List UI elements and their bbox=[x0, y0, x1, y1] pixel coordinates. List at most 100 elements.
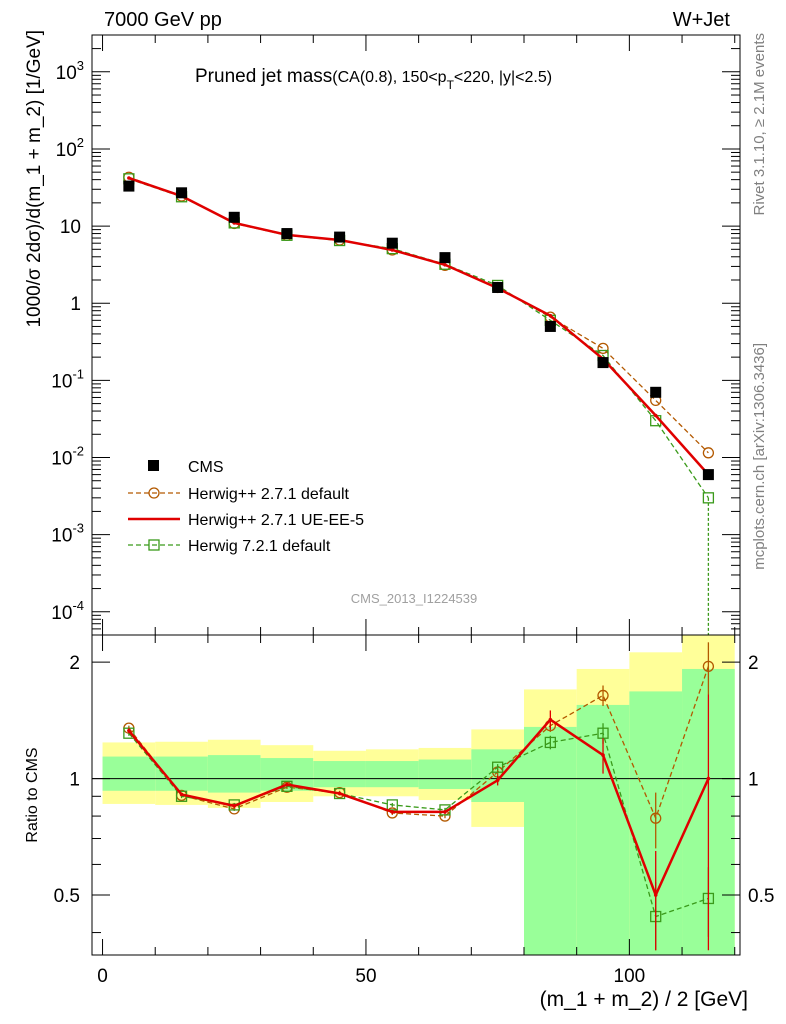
main-herwig-2-7-1-default-point-9 bbox=[597, 342, 609, 355]
ratio-herwig-7-2-1-default-point-7 bbox=[492, 761, 504, 773]
x-tick-label-0: 0 bbox=[97, 966, 108, 987]
main-ytick-label-5: 10 bbox=[60, 217, 81, 238]
main-cms-point-5 bbox=[386, 237, 398, 249]
main-title-sub-pre: (CA(0.8), 150<p bbox=[332, 69, 446, 86]
main-herwig-7-2-1-default-line bbox=[128, 178, 709, 499]
main-cms-point-7 bbox=[492, 281, 504, 293]
ratio-band-inner-0 bbox=[102, 756, 156, 791]
main-cms-point-3 bbox=[281, 228, 293, 240]
ratio-herwig-2-7-1-ue-ee-5-line bbox=[127, 718, 710, 899]
main-cms-point-2 bbox=[228, 211, 240, 223]
main-ytick-label-exp-0: -4 bbox=[72, 598, 84, 613]
ratio-herwig-2-7-1-ue-ee-5-point-4 bbox=[337, 791, 342, 796]
ratio-band-inner-2 bbox=[207, 755, 261, 793]
ratio-herwig-2-7-1-default-line bbox=[128, 666, 710, 820]
main-ytick-label-1: 10-3 bbox=[51, 521, 84, 547]
main-cms-point-10 bbox=[650, 386, 662, 398]
main-ytick-label-base-1: 10 bbox=[51, 526, 72, 547]
main-cms-point-6 bbox=[439, 252, 451, 264]
main-ytick-label-exp-1: -3 bbox=[72, 521, 84, 536]
ratio-herwig-2-7-1-default-point-10 bbox=[650, 812, 662, 824]
main-ytick-label-6: 102 bbox=[56, 135, 84, 161]
main-herwig-2-7-1-default-point-11 bbox=[702, 447, 715, 459]
ratio-herwig-2-7-1-ue-ee-5-point-11 bbox=[706, 776, 711, 781]
main-cms-point-11 bbox=[702, 469, 714, 481]
main-herwig-2-7-1-ue-ee-5-point-8 bbox=[548, 313, 553, 318]
legend-marker-herwig7-default bbox=[148, 539, 160, 551]
ratio-herwig-2-7-1-ue-ee-5-point-0 bbox=[127, 728, 131, 733]
main-y-axis-label: 1000/σ 2dσ)/d(m_1 + m_2) [1/GeV] bbox=[24, 30, 45, 328]
main-plot-marks bbox=[123, 171, 715, 635]
ratio-herwig-2-7-1-ue-ee-5-point-10 bbox=[653, 893, 658, 897]
ratio-herwig-2-7-1-ue-ee-5-point-1 bbox=[179, 792, 184, 797]
main-herwig-2-7-1-ue-ee-5-point-5 bbox=[390, 248, 395, 252]
main-cms-point-1 bbox=[176, 187, 188, 199]
main-herwig-2-7-1-ue-ee-5-line bbox=[128, 176, 710, 476]
x-axis-label: (m_1 + m_2) / 2 [GeV] bbox=[540, 988, 748, 1011]
ratio-band-inner-8 bbox=[524, 726, 577, 955]
main-ytick-label-base-2: 10 bbox=[51, 449, 72, 470]
analysis-id: CMS_2013_I1224539 bbox=[351, 591, 478, 606]
main-ytick-label-base-6: 10 bbox=[56, 140, 77, 161]
main-herwig-2-7-1-ue-ee-5-point-0 bbox=[127, 176, 131, 180]
ratio-herwig-2-7-1-ue-ee-5-point-7 bbox=[495, 778, 500, 783]
main-ytick-label-4: 1 bbox=[70, 294, 81, 315]
ratio-band-inner-4 bbox=[313, 761, 366, 788]
main-title-sub-sub: T bbox=[447, 78, 455, 92]
ratio-herwig-2-7-1-ue-ee-5-point-2 bbox=[232, 804, 237, 808]
ratio-herwig-7-2-1-default-point-8 bbox=[544, 736, 556, 749]
ratio-ytick-label-left-2: 2 bbox=[69, 653, 80, 674]
ratio-herwig-2-7-1-ue-ee-5-point-9 bbox=[601, 753, 605, 757]
ratio-herwig-2-7-1-default-point-9 bbox=[597, 689, 609, 702]
main-ytick-label-base-4: 1 bbox=[70, 294, 81, 315]
header-process: W+Jet bbox=[673, 9, 731, 31]
main-ytick-label-base-7: 10 bbox=[56, 63, 77, 84]
main-ytick-label-exp-6: 2 bbox=[77, 135, 84, 150]
main-title-main: Pruned jet mass bbox=[195, 66, 332, 87]
ratio-herwig-2-7-1-ue-ee-5-point-8 bbox=[548, 717, 553, 722]
legend: CMS Herwig++ 2.7.1 default Herwig++ 2.7.… bbox=[128, 459, 364, 555]
main-cms-point-4 bbox=[334, 231, 346, 243]
main-cms-point-0 bbox=[123, 180, 135, 192]
main-cms-point-9 bbox=[597, 357, 609, 369]
ratio-uncertainty-bands bbox=[102, 635, 735, 955]
legend-label-herwig7-default: Herwig 7.2.1 default bbox=[188, 538, 331, 555]
main-herwig-2-7-1-default-line bbox=[128, 176, 709, 454]
ratio-ytick-label-right-0: 0.5 bbox=[748, 886, 774, 907]
main-ytick-label-7: 103 bbox=[56, 58, 84, 84]
ratio-herwig-2-7-1-ue-ee-5-point-6 bbox=[443, 810, 447, 814]
ratio-herwig-7-2-1-default-line bbox=[128, 732, 709, 918]
main-ytick-label-base-0: 10 bbox=[51, 603, 72, 624]
x-tick-label-50: 50 bbox=[355, 966, 376, 987]
legend-label-herwigpp-default: Herwig++ 2.7.1 default bbox=[188, 486, 350, 503]
legend-label-cms: CMS bbox=[188, 459, 224, 476]
legend-marker-cms bbox=[148, 460, 159, 471]
ratio-plot-marks bbox=[123, 642, 715, 951]
legend-entry-herwigpp-ueee5: Herwig++ 2.7.1 UE-EE-5 bbox=[128, 512, 364, 529]
ratio-y-axis-label: Ratio to CMS bbox=[24, 747, 41, 842]
ratio-herwig-2-7-1-default-point-11 bbox=[702, 660, 715, 673]
legend-entry-herwigpp-default: Herwig++ 2.7.1 default bbox=[128, 486, 350, 503]
ratio-band-inner-5 bbox=[365, 761, 419, 788]
main-herwig-2-7-1-ue-ee-5-point-6 bbox=[443, 262, 447, 267]
ratio-band-inner-6 bbox=[418, 759, 472, 789]
x-tick-label-100: 100 bbox=[614, 966, 646, 987]
legend-label-herwigpp-ueee5: Herwig++ 2.7.1 UE-EE-5 bbox=[188, 512, 364, 529]
ratio-frame bbox=[91, 634, 741, 956]
ratio-ytick-label-right-2: 2 bbox=[748, 653, 759, 674]
main-ytick-label-exp-3: -1 bbox=[72, 366, 84, 381]
ratio-ytick-label-left-1: 1 bbox=[69, 770, 80, 791]
ratio-herwig-2-7-1-ue-ee-5-point-5 bbox=[390, 810, 395, 814]
main-ytick-label-exp-7: 3 bbox=[77, 58, 84, 73]
main-ytick-label-0: 10-4 bbox=[51, 598, 84, 624]
ratio-herwig-7-2-1-default-point-9 bbox=[597, 727, 609, 739]
rivet-label: Rivet 3.1.10, ≥ 2.1M events bbox=[751, 33, 768, 216]
header-energy: 7000 GeV pp bbox=[104, 9, 222, 31]
main-cms-point-8 bbox=[544, 320, 556, 332]
main-ytick-label-base-3: 10 bbox=[51, 371, 72, 392]
ratio-herwig-2-7-1-ue-ee-5-point-3 bbox=[285, 782, 289, 787]
main-title: Pruned jet mass(CA(0.8), 150<pT<220, |y|… bbox=[195, 66, 552, 92]
legend-entry-cms: CMS bbox=[148, 459, 224, 476]
